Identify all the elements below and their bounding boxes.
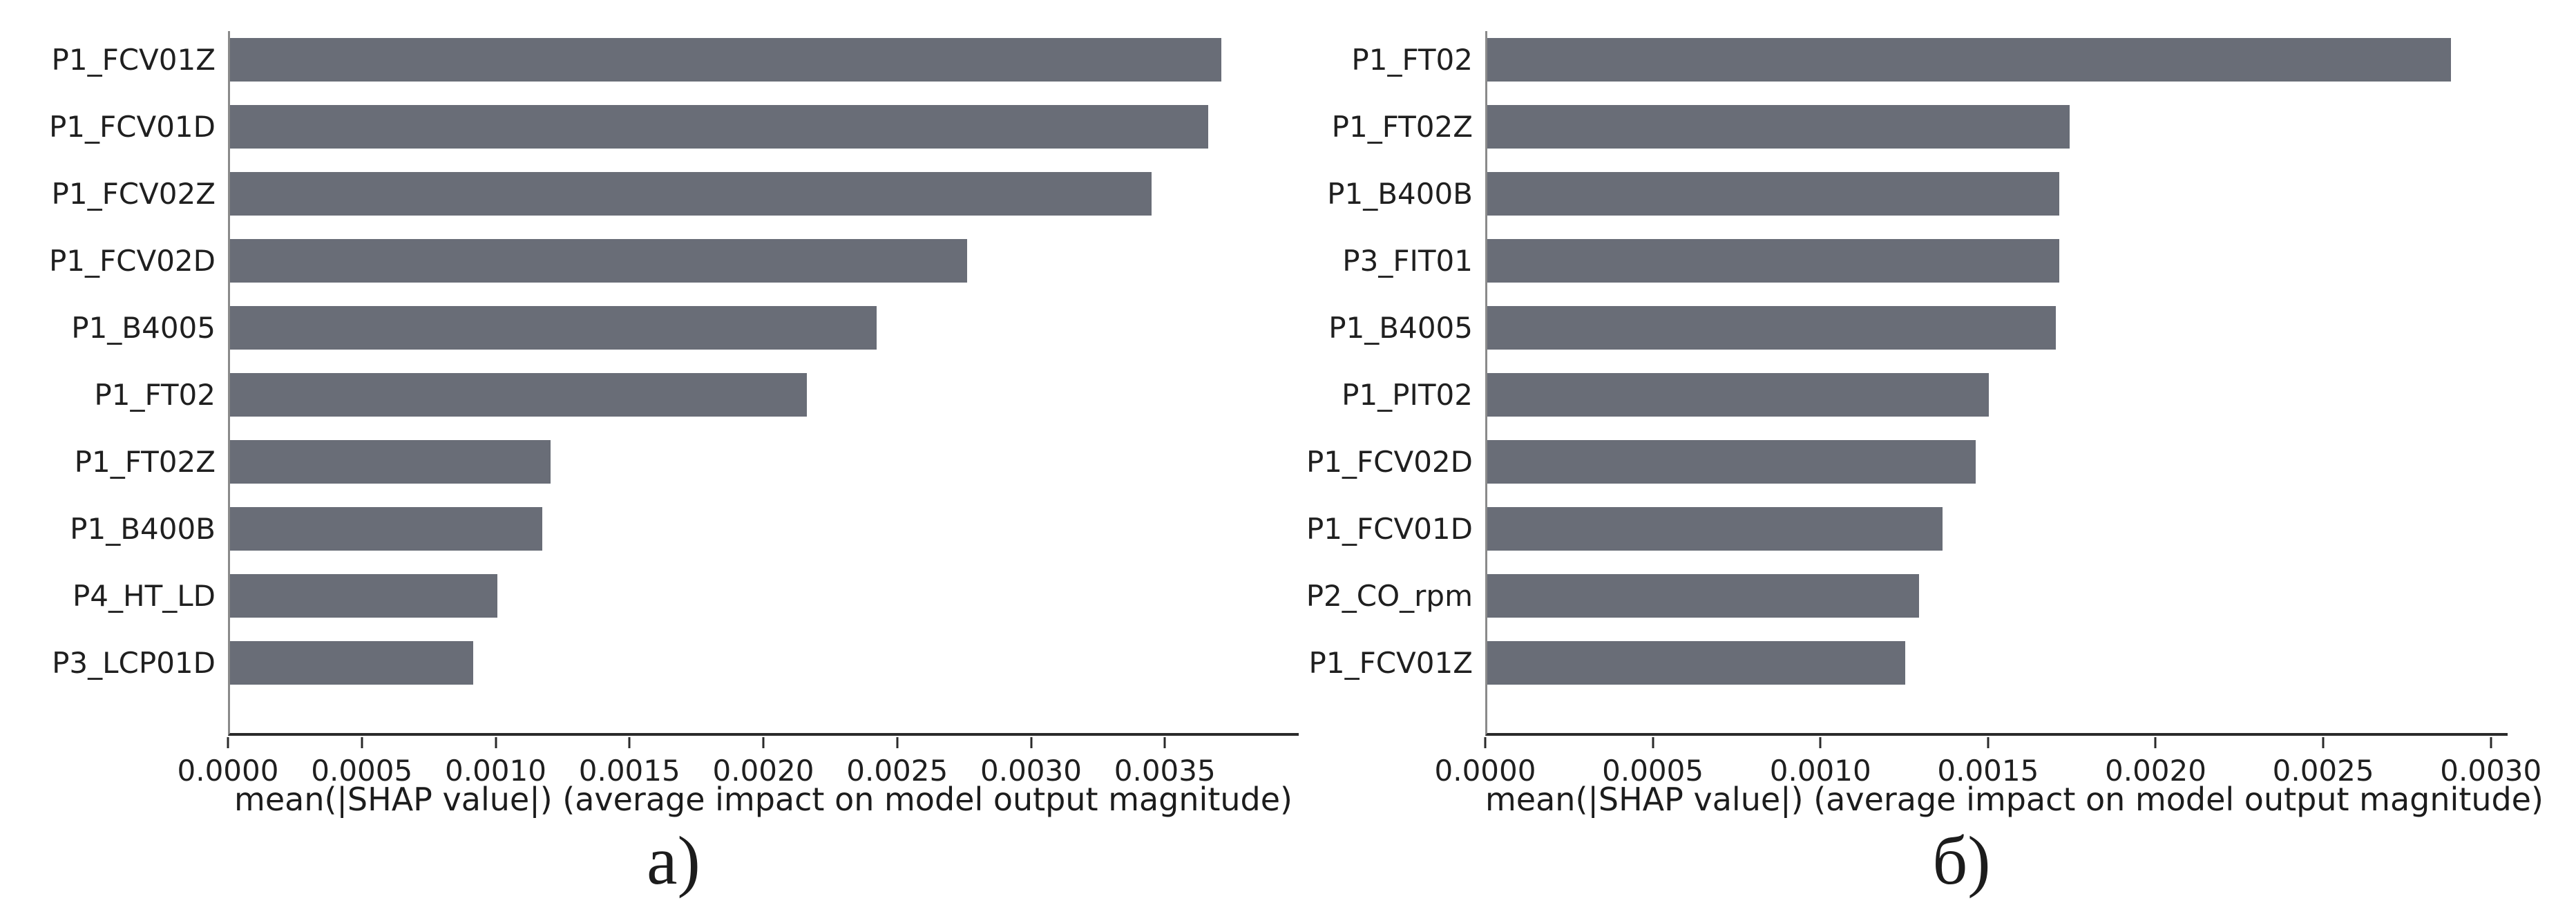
bar-P1_FT02: [230, 373, 808, 417]
x-tick-label: 0.0000: [177, 754, 279, 788]
x-tick-label: 0.0010: [1769, 754, 1871, 788]
bar-P1_B4005: [1487, 306, 2057, 350]
x-tick-label: 0.0015: [578, 754, 680, 788]
chart-b-xaxis: 0.0000 0.0005 0.0010 0.0015 0.0020 0.0025 0.00…: [1435, 736, 2541, 832]
y-tick-label: P3_FIT01: [1342, 244, 1473, 278]
x-tick-label: 0.0000: [1434, 754, 1536, 788]
x-tick-label: 0.0030: [980, 754, 1082, 788]
chart-a-caption: а): [647, 822, 700, 899]
bar-P2_CO_rpm: [1487, 574, 1919, 618]
chart-a-plot-area: [228, 31, 1299, 736]
x-tick-label: 0.0020: [712, 754, 814, 788]
x-tick-label: 0.0010: [445, 754, 546, 788]
bar-P1_B400B: [1487, 172, 2060, 216]
bar-P3_LCP01D: [230, 641, 473, 685]
y-tick-label: P1_FT02: [1351, 43, 1473, 77]
x-tick-label: 0.0005: [1602, 754, 1704, 788]
x-tick-mark: [495, 737, 497, 748]
chart-a-ylabels: P1_FCV01Z P1_FCV01D P1_FCV02Z P1_FCV02D P1_B…: [0, 31, 216, 736]
chart-a: P1_FCV01Z P1_FCV01D P1_FCV02Z P1_FCV02D P1_B…: [0, 31, 1299, 899]
x-tick-label: 0.0020: [2105, 754, 2206, 788]
x-tick-mark: [1652, 737, 1654, 748]
x-tick-mark: [896, 737, 899, 748]
y-tick-label: P4_HT_LD: [72, 579, 216, 613]
bar-P1_FCV01D: [1487, 507, 1943, 551]
bar-P4_HT_LD: [230, 574, 497, 618]
x-tick-label: 0.0035: [1114, 754, 1216, 788]
y-tick-label: P1_FCV01D: [48, 110, 216, 144]
y-tick-label: P1_B4005: [71, 311, 216, 345]
chart-b-caption: б): [1932, 822, 1991, 899]
bar-P3_FIT01: [1487, 239, 2060, 283]
x-tick-mark: [2490, 737, 2492, 748]
bar-P1_FCV02D: [1487, 440, 1976, 484]
y-tick-label: P1_B400B: [70, 512, 216, 546]
y-tick-label: P1_FCV02D: [48, 244, 216, 278]
x-tick-label: 0.0005: [311, 754, 413, 788]
x-tick-mark: [1163, 737, 1166, 748]
chart-b-plot-area: [1485, 31, 2508, 736]
x-tick-mark: [1484, 737, 1487, 748]
y-tick-label: P1_B400B: [1327, 177, 1473, 211]
x-tick-mark: [1987, 737, 1990, 748]
y-tick-label: P1_FT02: [94, 378, 216, 412]
x-tick-mark: [762, 737, 765, 748]
x-tick-label: 0.0015: [1937, 754, 2039, 788]
x-tick-mark: [2322, 737, 2325, 748]
y-tick-label: P1_FCV02Z: [51, 177, 216, 211]
y-tick-label: P1_PIT02: [1342, 378, 1473, 412]
chart-a-xaxis: 0.0000 0.0005 0.0010 0.0015 0.0020 0.0025 0.00…: [178, 736, 1299, 832]
x-tick-mark: [1030, 737, 1032, 748]
bar-P1_FT02Z: [1487, 105, 2070, 149]
x-tick-mark: [1819, 737, 1822, 748]
bar-P1_FCV02D: [230, 239, 968, 283]
bar-P1_FCV02Z: [230, 172, 1152, 216]
chart-b-ylabels: P1_FT02 P1_FT02Z P1_B400B P3_FIT01 P1_B4005 P…: [1306, 31, 1473, 736]
x-tick-label: 0.0030: [2440, 754, 2542, 788]
chart-b: P1_FT02 P1_FT02Z P1_B400B P3_FIT01 P1_B4005 P…: [1306, 0, 2576, 923]
bar-P1_FCV01Z: [1487, 641, 1906, 685]
y-tick-label: P1_FCV01Z: [51, 43, 216, 77]
bar-P1_PIT02: [1487, 373, 1990, 417]
x-tick-mark: [628, 737, 631, 748]
y-tick-label: P1_FCV02D: [1306, 445, 1473, 479]
bar-P1_B4005: [230, 306, 877, 350]
bar-P1_FCV01D: [230, 105, 1208, 149]
chart-a-xlabel: mean(|SHAP value|) (average impact on mo…: [234, 781, 1292, 818]
x-tick-mark: [227, 737, 229, 748]
bar-P1_FT02Z: [230, 440, 551, 484]
x-tick-label: 0.0025: [846, 754, 948, 788]
y-tick-label: P1_B4005: [1328, 311, 1473, 345]
x-tick-label: 0.0025: [2272, 754, 2374, 788]
x-tick-mark: [361, 737, 363, 748]
y-tick-label: P1_FCV01D: [1306, 512, 1473, 546]
y-tick-label: P1_FT02Z: [1331, 110, 1473, 144]
bar-P1_FCV01Z: [230, 38, 1221, 82]
y-tick-label: P1_FT02Z: [74, 445, 216, 479]
y-tick-label: P3_LCP01D: [52, 646, 216, 680]
y-tick-label: P2_CO_rpm: [1306, 579, 1473, 613]
x-tick-mark: [2154, 737, 2157, 748]
chart-b-xlabel: mean(|SHAP value|) (average impact on mo…: [1485, 781, 2544, 818]
y-tick-label: P1_FCV01Z: [1308, 646, 1473, 680]
bar-P1_B400B: [230, 507, 543, 551]
bar-P1_FT02: [1487, 38, 2451, 82]
